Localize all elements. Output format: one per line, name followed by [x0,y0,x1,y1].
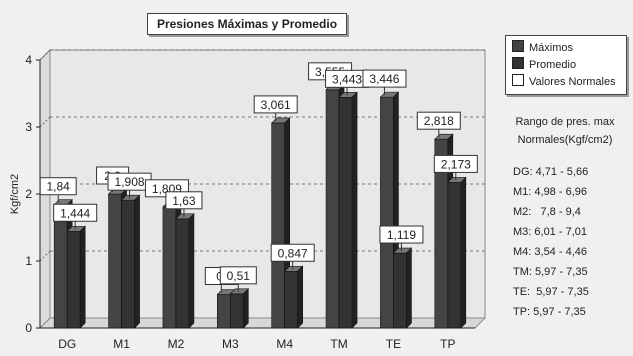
legend-swatch [512,74,524,86]
bar-promedio-side [460,176,467,329]
bar-promedio-side [406,247,412,329]
legend-item-valores-normales: Valores Normales [512,74,616,90]
bar-maximos [53,204,68,329]
bar-promedio [66,230,81,329]
x-tick-label: TE [386,337,401,351]
data-label-promedio: 0,51 [227,269,251,283]
data-label-promedio: 0,847 [278,246,308,260]
legend-item-promedio: Promedio [512,57,576,73]
bar-maximos [162,206,177,329]
data-label-maximos: 1,84 [47,180,71,194]
y-tick-label: 0 [25,321,32,335]
y-tick-label: 1 [25,254,32,268]
plot-floor [38,317,487,329]
legend-item-maximos: Máximos [512,40,573,56]
bar-promedio-side [297,265,303,329]
bar-maximos [325,89,340,329]
bar-promedio-side [351,91,358,329]
legend-label: Valores Normales [529,76,616,88]
bar-promedio [284,270,298,329]
data-label-promedio: 1,63 [172,194,196,208]
range-item: TE: 5,97 - 7,35 [513,286,589,298]
bar-maximos [108,193,122,329]
x-tick-label: TM [330,337,347,351]
range-item: M4: 3,54 - 4,46 [513,246,587,258]
bar-promedio [175,218,190,329]
x-tick-label: M4 [276,337,293,351]
data-label-promedio: 1,444 [60,206,90,220]
bar-promedio [230,293,244,329]
data-label-maximos: 2,818 [424,114,454,128]
data-label-promedio: 1,908 [115,175,145,189]
legend-label: Promedio [529,59,577,71]
y-tick-label: 2 [25,187,32,201]
data-label-promedio: 2,173 [441,157,471,171]
range-item: TM: 5,97 - 7,35 [513,266,588,278]
range-item: M3: 6,01 - 7,01 [513,226,587,238]
bar-maximos [380,96,394,329]
data-label-maximos: 3,446 [369,72,399,86]
range-item: M2: 7,8 - 9,4 [513,206,581,218]
legend-label: Máximos [529,42,574,54]
x-tick-label: M2 [168,337,185,351]
legend-swatch [512,57,524,69]
y-tick-label: 4 [25,53,32,67]
legend-swatch [512,40,524,52]
y-tick-label: 3 [25,120,32,134]
bar-promedio-side [243,288,249,329]
bar-promedio [338,97,353,329]
bar-promedio-side [79,225,86,329]
bar-promedio [121,199,135,329]
bar-maximos [271,122,285,329]
range-item: DG: 4,71 - 5,66 [513,166,589,178]
pressure-ranges-panel: Rango de pres. max Normales(Kgf/cm2) DG:… [500,113,630,318]
x-tick-label: M1 [113,337,130,351]
bar-promedio-side [188,213,195,329]
x-tick-label: M3 [222,337,239,351]
range-item: TP: 5,97 - 7,35 [513,306,586,318]
data-label-maximos: 3,061 [261,98,291,112]
bar-promedio [447,182,462,329]
ranges-title-line2: Normales(Kgf/cm2) [517,134,613,146]
x-tick-label: DG [58,337,76,351]
chart-title: Presiones Máximas y Promedio [147,13,347,35]
bar-promedio-side [134,194,140,329]
range-item: M1: 4,98 - 6,96 [513,186,587,198]
bar-promedio [393,252,407,329]
y-axis-label: Kgf/cm2 [9,174,21,214]
ranges-title-line1: Rango de pres. max [515,116,615,128]
chart-legend: Máximos Promedio Valores Normales [505,35,627,95]
data-label-promedio: 1,119 [387,228,416,242]
data-label-promedio: 3,443 [332,72,362,86]
bar-maximos [217,294,231,329]
x-tick-label: TP [440,337,455,351]
